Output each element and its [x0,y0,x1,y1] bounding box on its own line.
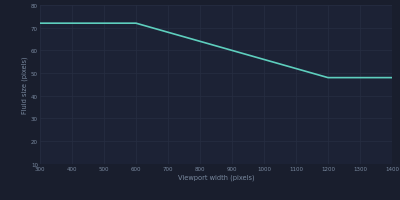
X-axis label: Viewport width (pixels): Viewport width (pixels) [178,174,254,180]
Y-axis label: Fluid size (pixels): Fluid size (pixels) [22,56,28,114]
